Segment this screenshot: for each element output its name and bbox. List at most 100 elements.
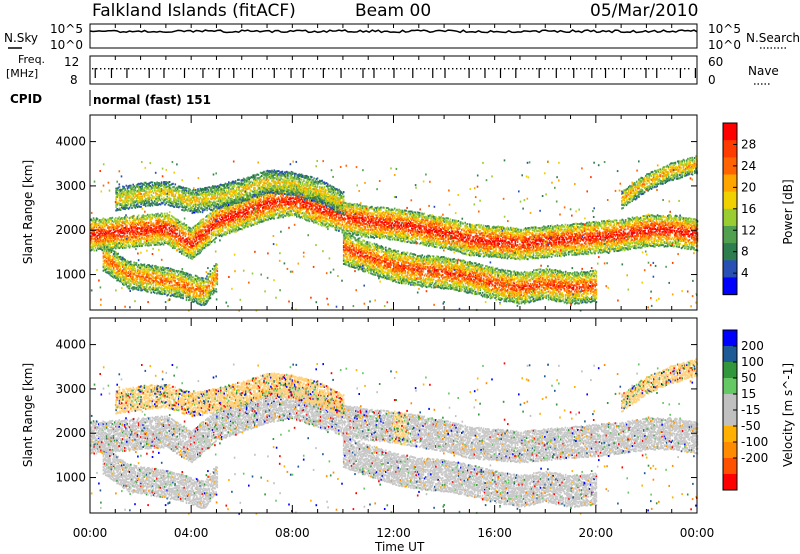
power-cell bbox=[214, 225, 216, 228]
power-cell bbox=[170, 238, 173, 241]
power-cell bbox=[90, 235, 92, 238]
power-cell bbox=[216, 222, 218, 225]
power-cell bbox=[124, 246, 126, 249]
power-cell bbox=[227, 213, 230, 216]
power-cell bbox=[373, 208, 375, 211]
power-cell bbox=[200, 231, 202, 234]
power-cell bbox=[190, 227, 192, 230]
power-cell bbox=[140, 244, 142, 247]
power-cell bbox=[257, 204, 259, 207]
power-cell bbox=[218, 217, 221, 220]
power-cell bbox=[236, 222, 239, 225]
power-cell bbox=[132, 241, 134, 244]
power-cell bbox=[341, 220, 344, 223]
power-cell bbox=[453, 227, 455, 230]
power-cell bbox=[206, 239, 208, 242]
power-cell bbox=[133, 240, 135, 243]
power-cell bbox=[232, 219, 234, 222]
power-cell bbox=[90, 241, 92, 244]
freq-point bbox=[620, 68, 622, 70]
power-cell bbox=[199, 233, 201, 236]
power-cell bbox=[185, 251, 188, 254]
power-cell bbox=[148, 225, 150, 227]
power-cell bbox=[132, 229, 134, 232]
freq-point bbox=[240, 68, 242, 70]
freq-point bbox=[152, 68, 154, 70]
power-cell bbox=[260, 198, 263, 201]
power-cell bbox=[202, 244, 205, 247]
power-cell bbox=[457, 231, 460, 234]
freq-point bbox=[588, 68, 590, 70]
nsearch-tick-top: 10^5 bbox=[708, 22, 741, 36]
power-cell bbox=[131, 236, 133, 239]
power-cell bbox=[158, 218, 160, 221]
power-cell bbox=[111, 234, 114, 237]
power-cell bbox=[218, 206, 221, 208]
power-cell bbox=[260, 220, 263, 223]
power-cell bbox=[128, 227, 131, 230]
power-cell bbox=[195, 239, 198, 242]
power-cell bbox=[151, 235, 154, 238]
power-cell bbox=[111, 236, 114, 239]
power-cell bbox=[153, 224, 156, 227]
power-cell bbox=[185, 243, 188, 246]
power-cell bbox=[212, 214, 215, 217]
power-cell bbox=[160, 225, 163, 228]
power-cell bbox=[358, 220, 361, 223]
power-cell bbox=[121, 224, 124, 227]
power-cell bbox=[186, 230, 189, 232]
power-cell bbox=[391, 222, 394, 225]
power-cell bbox=[137, 231, 140, 234]
power-cell bbox=[252, 200, 255, 203]
cpid-value: normal (fast) 151 bbox=[93, 93, 211, 107]
power-cell bbox=[149, 217, 151, 220]
power-cell bbox=[190, 257, 192, 260]
power-cell bbox=[243, 204, 246, 207]
power-cell bbox=[226, 232, 229, 235]
power-cell bbox=[158, 233, 160, 236]
power-cell bbox=[195, 244, 198, 247]
power-cell bbox=[112, 235, 115, 238]
power-cell bbox=[308, 220, 311, 223]
power-cell bbox=[227, 225, 230, 228]
power-cell bbox=[152, 225, 155, 228]
freq-point bbox=[684, 68, 686, 70]
power-cell bbox=[224, 211, 226, 214]
power-cell bbox=[117, 243, 119, 246]
power-cell bbox=[116, 240, 118, 243]
power-cell bbox=[157, 221, 159, 224]
power-cell bbox=[150, 227, 152, 230]
power-cell bbox=[258, 199, 260, 202]
power-cell bbox=[477, 235, 479, 237]
power-cell bbox=[235, 228, 238, 231]
freq-point bbox=[188, 68, 190, 70]
power-cell bbox=[162, 222, 165, 224]
power-cell bbox=[109, 245, 111, 248]
power-cell bbox=[212, 212, 215, 215]
power-cell bbox=[181, 252, 183, 255]
power-cell bbox=[171, 215, 174, 218]
freq-point bbox=[548, 68, 550, 70]
power-cell bbox=[247, 223, 249, 225]
power-cell bbox=[115, 244, 117, 247]
power-cell bbox=[185, 225, 188, 228]
power-cell bbox=[247, 225, 249, 228]
power-cell bbox=[243, 225, 246, 227]
power-cell bbox=[250, 213, 253, 216]
power-cell bbox=[201, 225, 204, 228]
power-cell bbox=[123, 231, 125, 234]
power-cell bbox=[215, 233, 217, 236]
power-cell bbox=[111, 245, 114, 248]
power-cell bbox=[181, 227, 183, 230]
power-cell bbox=[95, 235, 98, 238]
power-cell bbox=[173, 229, 175, 232]
power-cell bbox=[159, 238, 161, 241]
power-cell bbox=[205, 243, 207, 246]
power-cell bbox=[108, 237, 110, 240]
power-cell bbox=[110, 237, 113, 240]
power-cell bbox=[108, 235, 110, 238]
freq-point bbox=[644, 68, 646, 70]
power-cell bbox=[235, 218, 238, 221]
freq-point bbox=[332, 68, 334, 70]
power-cell bbox=[164, 223, 166, 226]
